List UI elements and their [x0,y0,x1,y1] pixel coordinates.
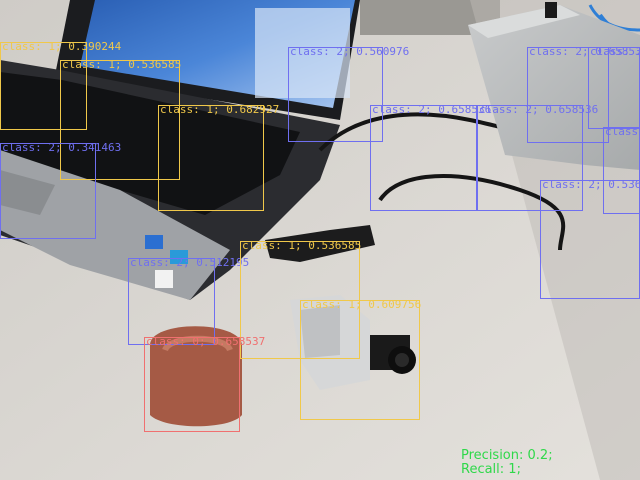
detection-box-class-1: class: 1; 0.682927 [158,104,279,211]
camera-assembly [290,295,416,390]
laptop [0,0,360,300]
detection-box-class-2: class: 2; 0.658536 [527,46,640,143]
cable-2 [378,174,566,251]
detection-label: class: 1; 0.682927 [160,103,280,116]
detection-box-class-2: class: 2; 0.658536 [477,104,598,211]
detection-label: class: 2; 0.512195 [130,256,250,269]
detection-box-class-1: class: 1; 0.609756 [300,298,422,420]
detection-box-class-2: class: 2; 0.658536 [370,104,491,211]
detection-box-class-2: class: 2; 0.536585 [540,178,640,299]
detection-label: class: 2; 0.560976 [290,45,410,58]
black-bracket [265,225,375,262]
sticker-windows [145,235,163,249]
detection-box-class-2: class: 2; 0.512195 [128,257,249,345]
recall-readout: Recall: 1; [461,462,521,477]
detection-label: class: 2; 0.658536 [529,45,640,58]
detection-label: class: 2 [605,125,640,138]
detection-label: class: 1; 0.536585 [242,239,362,252]
detection-label: class: 2; 0.658536 [372,103,492,116]
precision-readout: Precision: 0.2; [461,448,553,463]
detection-box-class-2: class: 2; 0.560976 [288,46,409,142]
detection-label: class: 2; 0.658536 [479,103,599,116]
detection-label: class: 1; 0.390244 [2,40,122,53]
sticker-intel [170,250,188,264]
detection-box-class-2: class: 2; 0.658536 [588,45,640,129]
detection-label: class: 2; 0.658536 [590,45,640,58]
detection-label: class: 0; 0.658537 [146,335,266,348]
detection-label: class: 2; 0.341463 [2,141,122,154]
detection-label: class: 1; 0.536585 [62,58,182,71]
detection-label: class: 1; 0.609756 [302,298,422,311]
laptop-screen-window [255,8,350,98]
detection-box-class-1: class: 1; 0.390244 [0,41,121,130]
detection-box-class-2: class: 2; 0.341463 [0,142,121,239]
laptop-touchpad [0,170,55,215]
sticker-logo [155,270,173,288]
detection-label: class: 2; 0.536585 [542,178,640,191]
detection-box-class-0: class: 0; 0.658537 [144,336,265,432]
detection-box-class-1: class: 1; 0.536585 [60,58,182,180]
laptop-keys [0,72,300,215]
dental-model [150,326,242,427]
